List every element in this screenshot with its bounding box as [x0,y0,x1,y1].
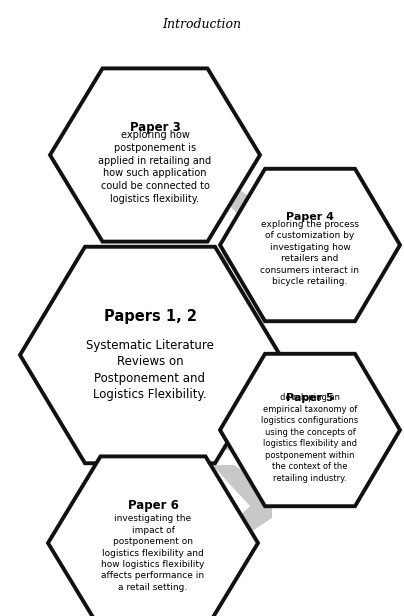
Polygon shape [220,169,400,321]
Text: Paper 3: Paper 3 [130,121,180,134]
Text: Papers 1, 2: Papers 1, 2 [103,309,196,325]
Polygon shape [20,247,280,463]
Polygon shape [48,456,258,616]
Text: investigating the
impact of
postponement on
logistics flexibility and
how logist: investigating the impact of postponement… [101,514,205,592]
Polygon shape [210,185,270,265]
Text: Introduction: Introduction [162,18,242,31]
Text: developing an
empirical taxonomy of
logistics configurations
using the concepts : developing an empirical taxonomy of logi… [261,394,359,482]
Text: Systematic Literature
Reviews on
Postponement and
Logistics Flexibility.: Systematic Literature Reviews on Postpon… [86,339,214,401]
Polygon shape [212,465,272,543]
Text: Paper 5: Paper 5 [286,393,334,403]
Text: exploring the process
of customization by
investigating how
retailers and
consum: exploring the process of customization b… [261,220,360,286]
Text: exploring how
postponement is
applied in retailing and
how such application
coul: exploring how postponement is applied in… [99,130,212,204]
Polygon shape [50,68,260,241]
Text: Paper 6: Paper 6 [128,498,179,511]
Text: Paper 4: Paper 4 [286,212,334,222]
Polygon shape [218,370,278,450]
Polygon shape [220,354,400,506]
